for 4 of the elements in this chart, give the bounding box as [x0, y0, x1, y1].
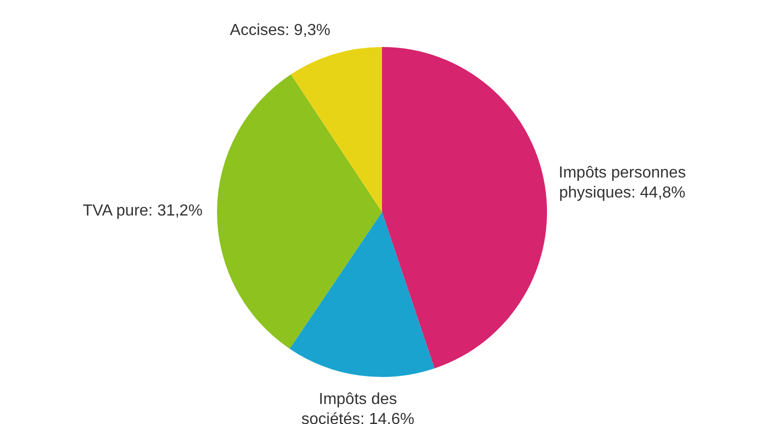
slice-label: Accises: 9,3% [230, 22, 330, 40]
slice-label: Impôts des sociétés: 14.6% [301, 390, 414, 424]
slice-label: Impôts personnes physiques: 44,8% [558, 164, 686, 202]
slice-label: TVA pure: 31,2% [82, 202, 203, 220]
